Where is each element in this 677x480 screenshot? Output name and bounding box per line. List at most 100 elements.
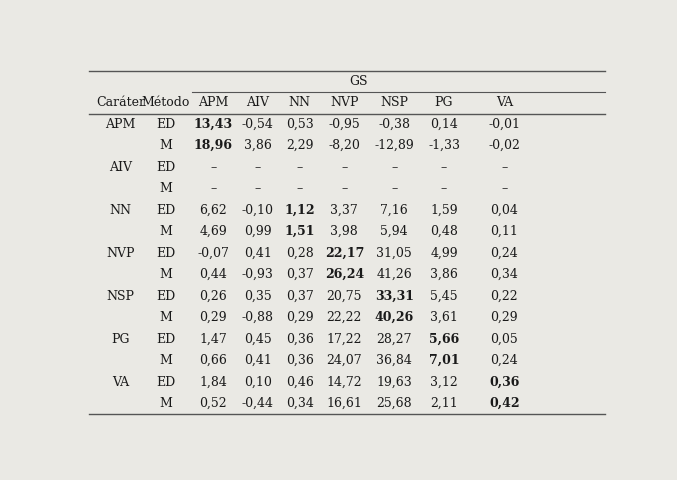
Text: 31,05: 31,05: [376, 247, 412, 260]
Text: –: –: [210, 161, 216, 174]
Text: M: M: [160, 225, 173, 238]
Text: –: –: [441, 182, 447, 195]
Text: -8,20: -8,20: [328, 139, 360, 152]
Text: –: –: [210, 182, 216, 195]
Text: -0,02: -0,02: [488, 139, 521, 152]
Text: 36,84: 36,84: [376, 354, 412, 367]
Text: PG: PG: [435, 96, 454, 109]
Text: 1,47: 1,47: [199, 333, 227, 346]
Text: –: –: [255, 182, 261, 195]
Text: 0,11: 0,11: [490, 225, 519, 238]
Text: -0,95: -0,95: [328, 118, 360, 131]
Text: -0,54: -0,54: [242, 118, 274, 131]
Text: –: –: [501, 182, 508, 195]
Text: 1,59: 1,59: [430, 204, 458, 216]
Text: 5,66: 5,66: [429, 333, 459, 346]
Text: 0,41: 0,41: [244, 247, 271, 260]
Text: 0,34: 0,34: [286, 397, 313, 410]
Text: 3,86: 3,86: [244, 139, 271, 152]
Text: –: –: [297, 182, 303, 195]
Text: 0,52: 0,52: [199, 397, 227, 410]
Text: 25,68: 25,68: [376, 397, 412, 410]
Text: –: –: [341, 161, 347, 174]
Text: 18,96: 18,96: [194, 139, 233, 152]
Text: PG: PG: [111, 333, 129, 346]
Text: NSP: NSP: [106, 289, 134, 302]
Text: NN: NN: [109, 204, 131, 216]
Text: -0,44: -0,44: [242, 397, 274, 410]
Text: 24,07: 24,07: [326, 354, 362, 367]
Text: 1,51: 1,51: [284, 225, 315, 238]
Text: 0,24: 0,24: [491, 247, 518, 260]
Text: -0,10: -0,10: [242, 204, 274, 216]
Text: GS: GS: [349, 75, 368, 88]
Text: NVP: NVP: [106, 247, 135, 260]
Text: NVP: NVP: [330, 96, 359, 109]
Text: –: –: [297, 161, 303, 174]
Text: ED: ED: [156, 289, 175, 302]
Text: 7,01: 7,01: [429, 354, 459, 367]
Text: M: M: [160, 354, 173, 367]
Text: APM: APM: [198, 96, 228, 109]
Text: 0,35: 0,35: [244, 289, 271, 302]
Text: 0,24: 0,24: [491, 354, 518, 367]
Text: 0,37: 0,37: [286, 289, 313, 302]
Text: 0,14: 0,14: [430, 118, 458, 131]
Text: –: –: [391, 182, 397, 195]
Text: ED: ED: [156, 375, 175, 388]
Text: 14,72: 14,72: [326, 375, 362, 388]
Text: M: M: [160, 268, 173, 281]
Text: 7,16: 7,16: [380, 204, 408, 216]
Text: 0,36: 0,36: [489, 375, 519, 388]
Text: -1,33: -1,33: [428, 139, 460, 152]
Text: 22,22: 22,22: [326, 311, 362, 324]
Text: VA: VA: [496, 96, 513, 109]
Text: ED: ED: [156, 118, 175, 131]
Text: –: –: [441, 161, 447, 174]
Text: 0,42: 0,42: [489, 397, 520, 410]
Text: 0,36: 0,36: [286, 333, 313, 346]
Text: -12,89: -12,89: [374, 139, 414, 152]
Text: 40,26: 40,26: [374, 311, 414, 324]
Text: Método: Método: [141, 96, 190, 109]
Text: 19,63: 19,63: [376, 375, 412, 388]
Text: -0,07: -0,07: [197, 247, 229, 260]
Text: –: –: [255, 161, 261, 174]
Text: 3,12: 3,12: [430, 375, 458, 388]
Text: 16,61: 16,61: [326, 397, 362, 410]
Text: 5,45: 5,45: [430, 289, 458, 302]
Text: 17,22: 17,22: [326, 333, 362, 346]
Text: 13,43: 13,43: [194, 118, 233, 131]
Text: 0,45: 0,45: [244, 333, 271, 346]
Text: 0,34: 0,34: [490, 268, 519, 281]
Text: 20,75: 20,75: [326, 289, 362, 302]
Text: 0,28: 0,28: [286, 247, 313, 260]
Text: 0,29: 0,29: [199, 311, 227, 324]
Text: 0,22: 0,22: [491, 289, 518, 302]
Text: Caráter: Caráter: [96, 96, 145, 109]
Text: 0,29: 0,29: [491, 311, 518, 324]
Text: 0,44: 0,44: [199, 268, 227, 281]
Text: 0,37: 0,37: [286, 268, 313, 281]
Text: VA: VA: [112, 375, 129, 388]
Text: ED: ED: [156, 204, 175, 216]
Text: 22,17: 22,17: [325, 247, 364, 260]
Text: 0,53: 0,53: [286, 118, 313, 131]
Text: –: –: [391, 161, 397, 174]
Text: 3,37: 3,37: [330, 204, 358, 216]
Text: NSP: NSP: [380, 96, 408, 109]
Text: 1,84: 1,84: [199, 375, 227, 388]
Text: AIV: AIV: [109, 161, 132, 174]
Text: –: –: [501, 161, 508, 174]
Text: 0,46: 0,46: [286, 375, 313, 388]
Text: M: M: [160, 311, 173, 324]
Text: 3,98: 3,98: [330, 225, 358, 238]
Text: 2,29: 2,29: [286, 139, 313, 152]
Text: APM: APM: [105, 118, 135, 131]
Text: -0,38: -0,38: [378, 118, 410, 131]
Text: 0,99: 0,99: [244, 225, 271, 238]
Text: 33,31: 33,31: [374, 289, 414, 302]
Text: 0,10: 0,10: [244, 375, 271, 388]
Text: 1,12: 1,12: [284, 204, 315, 216]
Text: 5,94: 5,94: [380, 225, 408, 238]
